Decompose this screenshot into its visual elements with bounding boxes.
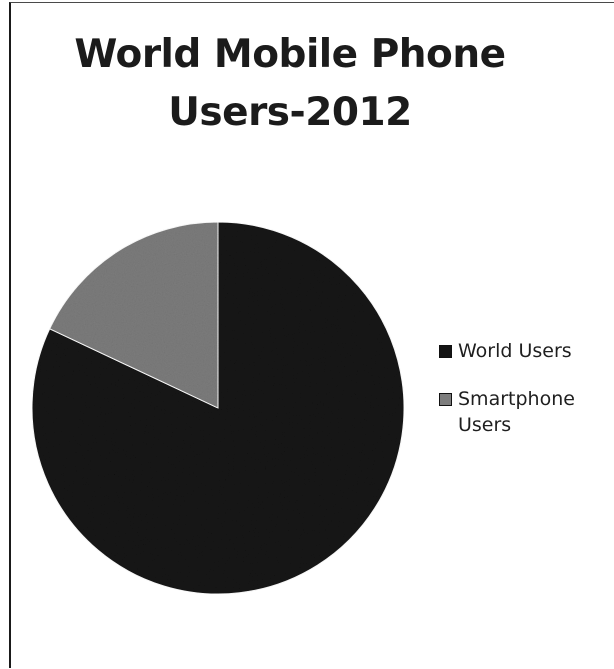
legend-label-smartphone-users: Smartphone Users [458, 386, 614, 438]
legend-item-world-users: World Users [438, 338, 614, 364]
chart-title: World Mobile Phone Users-2012 [40, 26, 540, 142]
legend-item-smartphone-users: Smartphone Users [438, 386, 614, 438]
pie-svg [31, 221, 405, 595]
legend-label-smartphone-users-line-2: Users [458, 414, 512, 436]
chart-frame [9, 2, 614, 668]
legend-label-smartphone-users-line-1: Smartphone [458, 388, 575, 410]
chart-title-line-2: Users-2012 [168, 90, 412, 135]
legend-label-world-users: World Users [458, 338, 614, 364]
chart-legend: World Users Smartphone Users [438, 338, 614, 460]
pie-slice-smartphone-users [49, 221, 219, 409]
legend-label-world-users-line-1: World Users [458, 340, 572, 362]
legend-swatch-world-users [439, 345, 452, 358]
chart-title-line-1: World Mobile Phone [74, 32, 506, 77]
pie-chart [30, 220, 406, 596]
legend-swatch-smartphone-users [439, 393, 452, 406]
